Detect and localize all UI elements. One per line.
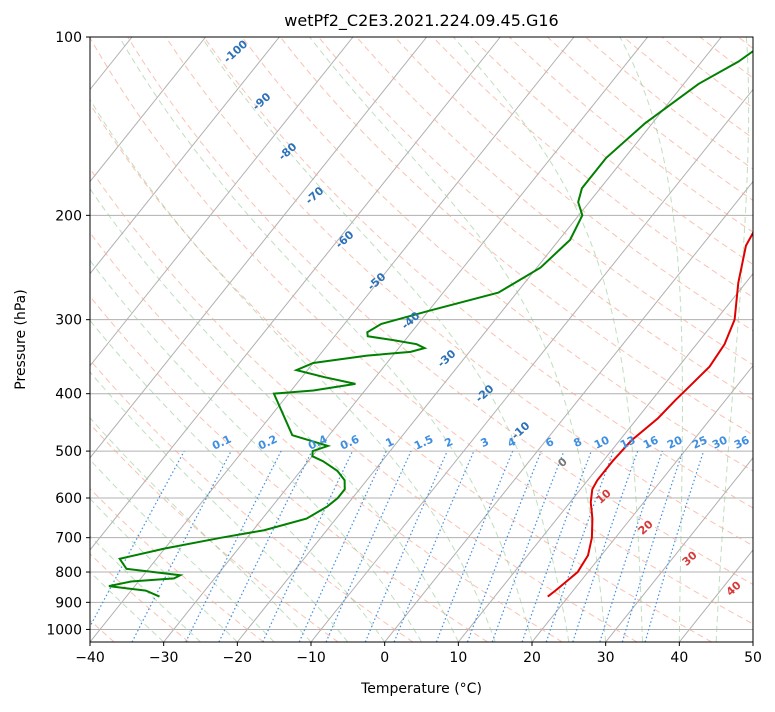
y-tick-label: 400 bbox=[55, 387, 82, 403]
y-tick-label: 100 bbox=[55, 30, 82, 46]
y-axis-label: Pressure (hPa) bbox=[13, 289, 29, 389]
x-axis-label: Temperature (°C) bbox=[360, 681, 482, 697]
x-tick-label: 20 bbox=[523, 650, 541, 666]
y-tick-label: 300 bbox=[55, 313, 82, 329]
x-tick-label: 0 bbox=[380, 650, 389, 666]
y-tick-label: 200 bbox=[55, 208, 82, 224]
x-tick-label: −20 bbox=[223, 650, 253, 666]
x-tick-label: 50 bbox=[744, 650, 762, 666]
isotherm-gridline bbox=[0, 37, 58, 642]
x-tick-label: −40 bbox=[75, 650, 105, 666]
y-tick-label: 900 bbox=[55, 595, 82, 611]
y-tick-label: 1000 bbox=[46, 622, 82, 638]
x-tick-label: 40 bbox=[670, 650, 688, 666]
isotherm-gridline bbox=[753, 37, 775, 642]
chart-title: wetPf2_C2E3.2021.224.09.45.G16 bbox=[284, 11, 558, 31]
x-tick-label: 10 bbox=[449, 650, 467, 666]
y-tick-label: 800 bbox=[55, 565, 82, 581]
y-tick-label: 600 bbox=[55, 491, 82, 507]
y-tick-label: 700 bbox=[55, 531, 82, 547]
x-tick-label: 30 bbox=[597, 650, 615, 666]
y-tick-label: 500 bbox=[55, 444, 82, 460]
x-tick-label: −10 bbox=[296, 650, 326, 666]
x-tick-label: −30 bbox=[149, 650, 179, 666]
